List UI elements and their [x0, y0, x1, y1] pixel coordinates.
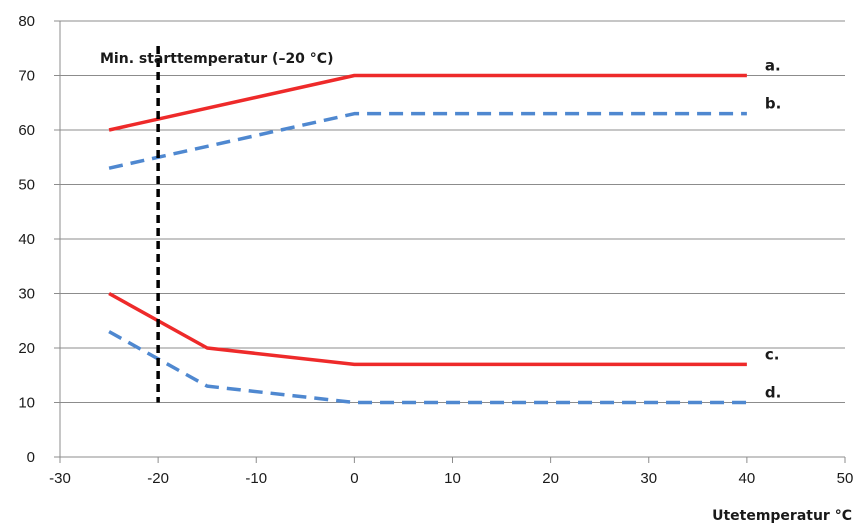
x-tick-label-3: 0: [350, 470, 358, 487]
x-axis-title: Utetemperatur °C: [712, 508, 852, 524]
x-tick-label-8: 50: [837, 470, 854, 487]
series-label-1: b.: [765, 95, 781, 113]
y-tick-label-8: 80: [18, 13, 35, 30]
series-label-2: c.: [765, 345, 780, 363]
x-tick-label-6: 30: [640, 470, 657, 487]
min-start-annotation: Min. starttemperatur (–20 °C): [100, 46, 333, 403]
x-tick-label-2: -10: [245, 470, 267, 487]
series-label-3: d.: [765, 384, 781, 402]
x-tick-label-1: -20: [147, 470, 169, 487]
y-tick-label-5: 50: [18, 177, 35, 194]
axes: [54, 20, 846, 463]
series-labels: a. b. c. d.: [765, 57, 781, 402]
y-tick-label-1: 10: [18, 395, 35, 412]
grid-lines: [60, 20, 845, 403]
y-tick-label-6: 60: [18, 122, 35, 139]
x-tick-label-5: 20: [542, 470, 559, 487]
y-tick-label-7: 70: [18, 68, 35, 85]
y-tick-label-4: 40: [18, 231, 35, 248]
y-tick-label-0: 0: [27, 449, 35, 466]
series-line-0: [108, 73, 747, 132]
y-tick-label-2: 20: [18, 340, 35, 357]
x-tick-label-4: 10: [444, 470, 461, 487]
series-line-1: [108, 111, 747, 170]
min-start-label: Min. starttemperatur (–20 °C): [100, 51, 333, 67]
x-tick-label-7: 40: [739, 470, 756, 487]
x-tick-labels: -30 -20 -10 0 10 20 30 40 50: [49, 470, 853, 487]
y-tick-label-3: 30: [18, 286, 35, 303]
series-line-2: [108, 291, 747, 367]
y-tick-labels: 0 10 20 30 40 50 60 70 80: [18, 13, 35, 466]
series-label-0: a.: [765, 57, 781, 75]
x-tick-label-0: -30: [49, 470, 71, 487]
series-line-3: [108, 330, 747, 405]
